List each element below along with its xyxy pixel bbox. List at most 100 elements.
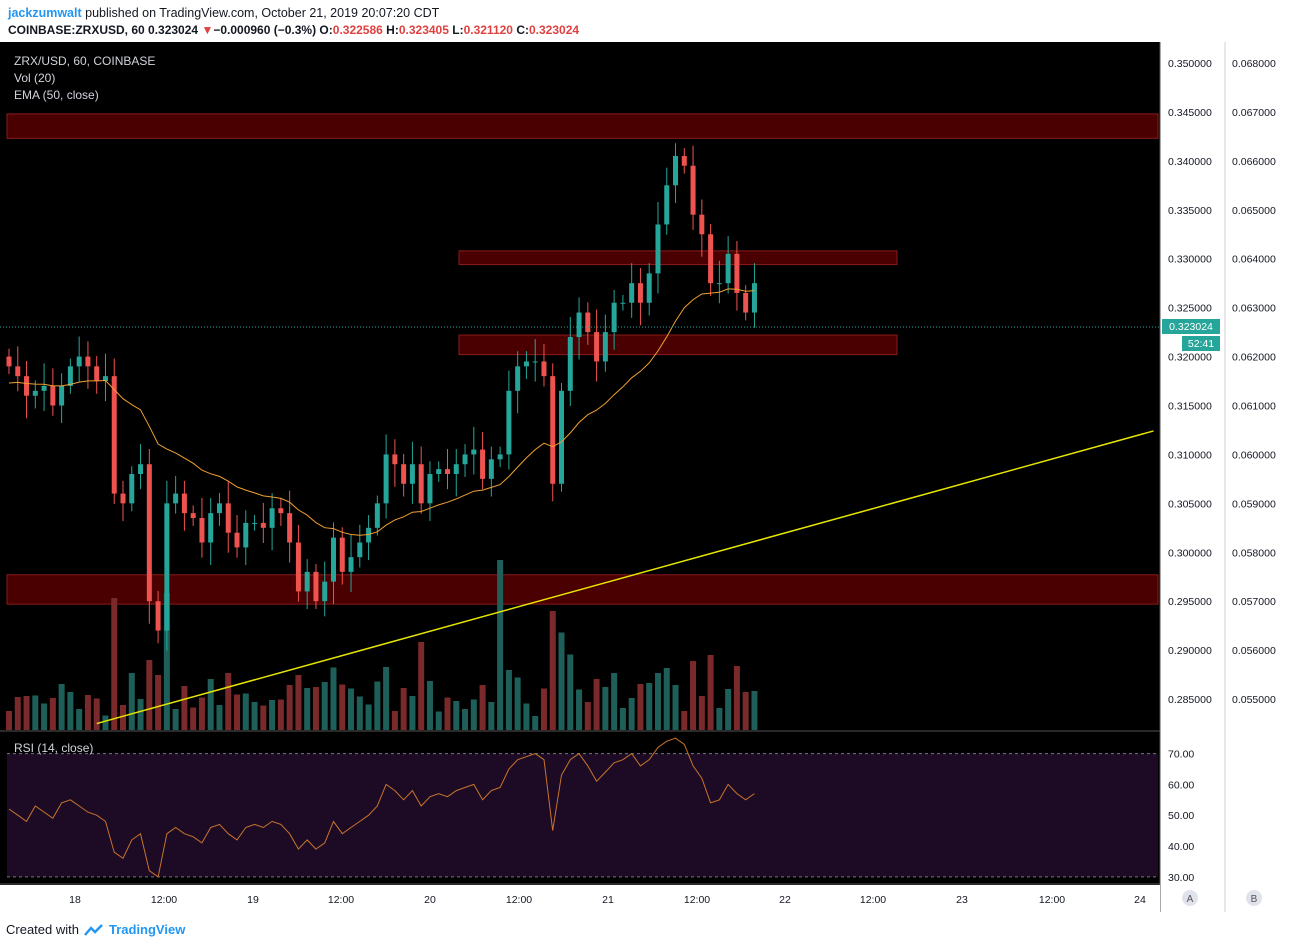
volume-bar <box>234 694 241 730</box>
time-tick-label: 24 <box>1134 894 1146 906</box>
time-tick-label: 12:00 <box>328 894 354 906</box>
candle-body <box>594 332 600 362</box>
time-tick-label: 12:00 <box>860 894 886 906</box>
price-tag <box>1162 319 1220 334</box>
rsi-line <box>8 737 755 878</box>
volume-bar <box>725 689 732 730</box>
candle-body <box>146 464 152 602</box>
candle-body <box>655 224 661 274</box>
volume-bar <box>558 632 565 730</box>
candle-body <box>611 302 617 333</box>
symbol-bar: COINBASE:ZRXUSD, 60 0.323024 ▼−0.000960 … <box>8 23 579 37</box>
candle-body <box>708 234 714 284</box>
candle-body <box>41 385 47 391</box>
volume-bar <box>260 705 267 730</box>
candle-body <box>576 312 582 337</box>
scale-b-button[interactable] <box>1246 890 1262 906</box>
candle-body <box>15 366 21 377</box>
candle-body <box>85 356 91 367</box>
candle-body <box>734 253 740 293</box>
rsi-band <box>7 753 1158 877</box>
rsi-tick-label: 30.00 <box>1168 872 1194 884</box>
candle-body <box>383 454 389 504</box>
open-value: 0.322586 <box>332 23 383 37</box>
candle-body <box>234 532 240 548</box>
candle-body <box>559 390 565 484</box>
candle-body <box>515 366 521 391</box>
published-text: published on TradingView.com, October 21… <box>85 6 440 20</box>
time-tick-label: 12:00 <box>1039 894 1065 906</box>
axis-labels: 0.350000 0.068000 0.345000 0.067000 0.340000… <box>69 58 1276 906</box>
time-tick-label: 19 <box>247 894 259 906</box>
volume-bar <box>505 670 512 730</box>
candle-body <box>497 454 503 460</box>
trendline-layer <box>96 430 1154 725</box>
author-link[interactable]: jackzumwalt <box>8 6 82 20</box>
footer-brand[interactable]: TradingView <box>108 922 186 937</box>
candle-body <box>260 522 266 528</box>
rsi-pane <box>7 737 1158 878</box>
secondary-tick-label: 0.060000 <box>1232 449 1276 461</box>
candle-body <box>567 337 573 391</box>
volume-bar <box>295 675 302 730</box>
legend-vol: Vol (20) <box>14 71 55 85</box>
price-tag-value: 0.323024 <box>1169 321 1213 333</box>
candle-body <box>751 283 757 313</box>
candle-body <box>523 361 529 367</box>
price-tick-label: 0.325000 <box>1168 303 1212 315</box>
candle-body <box>488 459 494 479</box>
candle-body <box>102 376 108 382</box>
volume-bar <box>146 660 153 730</box>
symbol-name: COINBASE:ZRXUSD, 60 <box>8 23 145 37</box>
candle-body <box>374 503 380 528</box>
last-price: 0.323024 <box>148 23 199 37</box>
price-tick-label: 0.320000 <box>1168 352 1212 364</box>
secondary-tick-label: 0.065000 <box>1232 205 1276 217</box>
volume-bar <box>523 703 530 730</box>
candle-body <box>199 518 205 543</box>
secondary-tick-label: 0.067000 <box>1232 107 1276 119</box>
candle-body <box>445 469 450 474</box>
volume-bar <box>663 668 670 730</box>
volume-bar <box>462 709 469 730</box>
ema-line <box>8 288 755 536</box>
price-tick-label: 0.285000 <box>1168 694 1212 706</box>
candle-body <box>111 376 117 494</box>
volume-bar <box>681 711 688 730</box>
candle-body <box>190 513 196 519</box>
price-tick-label: 0.345000 <box>1168 107 1212 119</box>
time-tick-label: 23 <box>956 894 968 906</box>
candle-body <box>50 385 56 406</box>
sr-zone <box>458 334 898 356</box>
candle-body <box>541 361 547 377</box>
volume-bar <box>619 708 626 730</box>
candle-body <box>453 464 459 474</box>
time-tick-label: 12:00 <box>506 894 532 906</box>
footer-text: Created with <box>6 922 79 937</box>
price-tick-label: 0.300000 <box>1168 547 1212 559</box>
candle-body <box>602 332 608 362</box>
candle-body <box>67 366 73 386</box>
secondary-tick-label: 0.061000 <box>1232 401 1276 413</box>
volume-bar <box>128 673 135 730</box>
auto-scale-button[interactable] <box>1182 890 1198 906</box>
secondary-tick-label: 0.055000 <box>1232 694 1276 706</box>
volume-bar <box>120 705 127 730</box>
candle-body <box>462 454 468 465</box>
volume-bar <box>426 681 433 730</box>
volume-bar <box>611 673 618 730</box>
volume-bar <box>374 681 381 730</box>
candle-body <box>32 390 38 396</box>
volume-bar <box>207 679 214 730</box>
volume-bar <box>67 692 74 730</box>
volume-bar <box>155 675 162 730</box>
candle-body <box>357 542 363 558</box>
legend-rsi: RSI (14, close) <box>14 741 93 755</box>
auto-scale-label: A <box>1187 894 1194 905</box>
volume-bar <box>532 716 539 730</box>
candle-body <box>427 474 433 504</box>
candle-body <box>181 493 187 514</box>
secondary-tick-label: 0.068000 <box>1232 58 1276 70</box>
candle-body <box>506 390 512 455</box>
